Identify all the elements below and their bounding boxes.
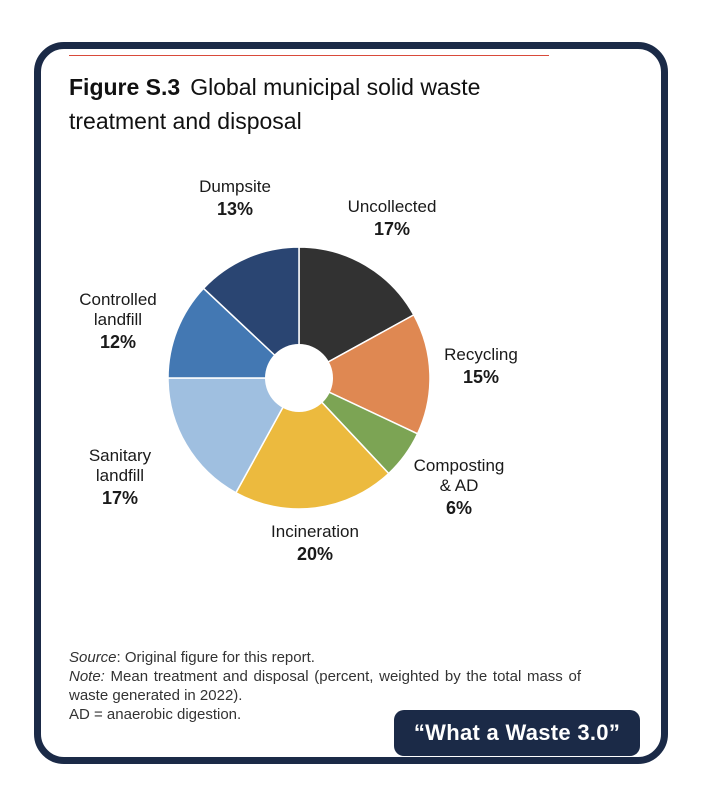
slice-sanitary-landfill <box>167 377 301 494</box>
slice-value-controlled: 12% <box>99 332 137 352</box>
figure-number: Figure S.3 <box>69 74 181 100</box>
slice-name-incineration: Incineration <box>271 522 359 541</box>
slice-value-sanitary: 17% <box>101 488 139 508</box>
slice-uncollected <box>298 246 415 380</box>
slice-name-composting-line1: Composting <box>413 456 505 475</box>
figure-title: Figure S.3 Global municipal solid waste t… <box>69 70 629 138</box>
slice-value-uncollected: 17% <box>373 219 411 239</box>
slice-value-incineration: 20% <box>296 544 334 564</box>
figure-notes: Source: Original figure for this report.… <box>69 648 581 724</box>
note-line: Note: Mean treatment and disposal (perce… <box>69 667 581 705</box>
slice-label-dumpsite: Dumpsite 13% <box>180 177 290 219</box>
slice-label-recycling: Recycling 15% <box>426 345 536 387</box>
ad-line: AD = anaerobic digestion. <box>69 706 242 723</box>
source-label: Source <box>69 649 117 666</box>
source-text: : Original figure for this report. <box>116 649 315 666</box>
slice-name-composting-line2: & AD <box>439 476 479 495</box>
slice-label-uncollected: Uncollected 17% <box>317 197 467 239</box>
report-badge: “What a Waste 3.0” <box>394 710 640 756</box>
slice-recycling <box>297 313 431 435</box>
note-text: Mean treatment and disposal (percent, we… <box>69 668 581 704</box>
slice-dumpsite <box>202 246 300 380</box>
note-label: Note: <box>69 668 105 685</box>
figure-title-line2: treatment and disposal <box>69 108 302 134</box>
slice-label-incineration: Incineration 20% <box>240 522 390 564</box>
slice-value-recycling: 15% <box>462 367 500 387</box>
slice-controlled-landfill <box>167 287 301 379</box>
slice-label-sanitary-landfill: Sanitary landfill 17% <box>70 446 170 508</box>
slice-label-composting: Composting & AD 6% <box>399 456 519 518</box>
source-line: Source: Original figure for this report. <box>69 648 581 667</box>
figure-title-line1: Global municipal solid waste <box>190 74 481 100</box>
slice-label-controlled-landfill: Controlled landfill 12% <box>63 290 173 352</box>
slice-name-sanitary-line1: Sanitary <box>88 446 152 465</box>
slice-value-dumpsite: 13% <box>216 199 254 219</box>
slice-name-controlled-line2: landfill <box>93 310 143 329</box>
slice-incineration <box>234 376 390 510</box>
donut-hole <box>265 344 333 412</box>
slice-name-recycling: Recycling <box>444 345 518 364</box>
slice-name-dumpsite: Dumpsite <box>199 177 271 196</box>
slice-value-composting: 6% <box>445 498 472 518</box>
slice-name-uncollected: Uncollected <box>347 197 437 216</box>
slice-name-sanitary-line2: landfill <box>95 466 145 485</box>
slice-name-controlled-line1: Controlled <box>79 290 157 309</box>
header-rule <box>69 55 549 56</box>
